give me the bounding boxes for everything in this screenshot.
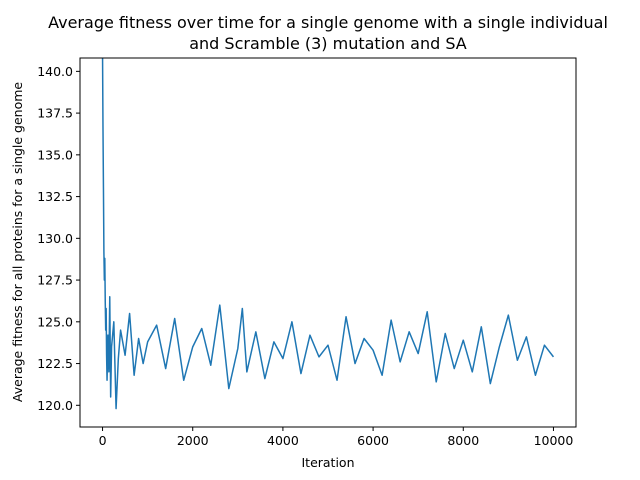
x-axis-ticks: 0 2000 4000 6000 8000 10000 [99, 427, 574, 448]
plot-frame [79, 57, 577, 428]
y-tick-label: 130.0 [37, 231, 73, 246]
x-tick-label: 0 [99, 433, 107, 448]
x-tick-label: 4000 [267, 433, 299, 448]
chart-title-line-2: and Scramble (3) mutation and SA [189, 34, 467, 53]
x-tick-label: 8000 [447, 433, 479, 448]
y-tick-label: 127.5 [37, 273, 73, 288]
y-tick-label: 140.0 [37, 64, 73, 79]
y-axis-ticks: 120.0 122.5 125.0 127.5 130.0 132.5 135.0 137.5… [37, 64, 80, 413]
y-tick-label: 135.0 [37, 147, 73, 162]
y-tick-label: 125.0 [37, 314, 73, 329]
series-line-0 [101, 58, 555, 410]
x-tick-label: 10000 [534, 433, 574, 448]
y-tick-label: 137.5 [37, 106, 73, 121]
x-axis-label: Iteration [301, 455, 354, 470]
y-tick-label: 122.5 [37, 356, 73, 371]
y-tick-label: 132.5 [37, 189, 73, 204]
x-tick-label: 6000 [357, 433, 389, 448]
y-axis-label: Average fitness for all proteins for a s… [10, 82, 25, 402]
chart-title-line-1: Average fitness over time for a single g… [48, 13, 608, 32]
series-layer [101, 58, 555, 410]
x-tick-label: 2000 [177, 433, 209, 448]
y-tick-label: 120.0 [37, 398, 73, 413]
